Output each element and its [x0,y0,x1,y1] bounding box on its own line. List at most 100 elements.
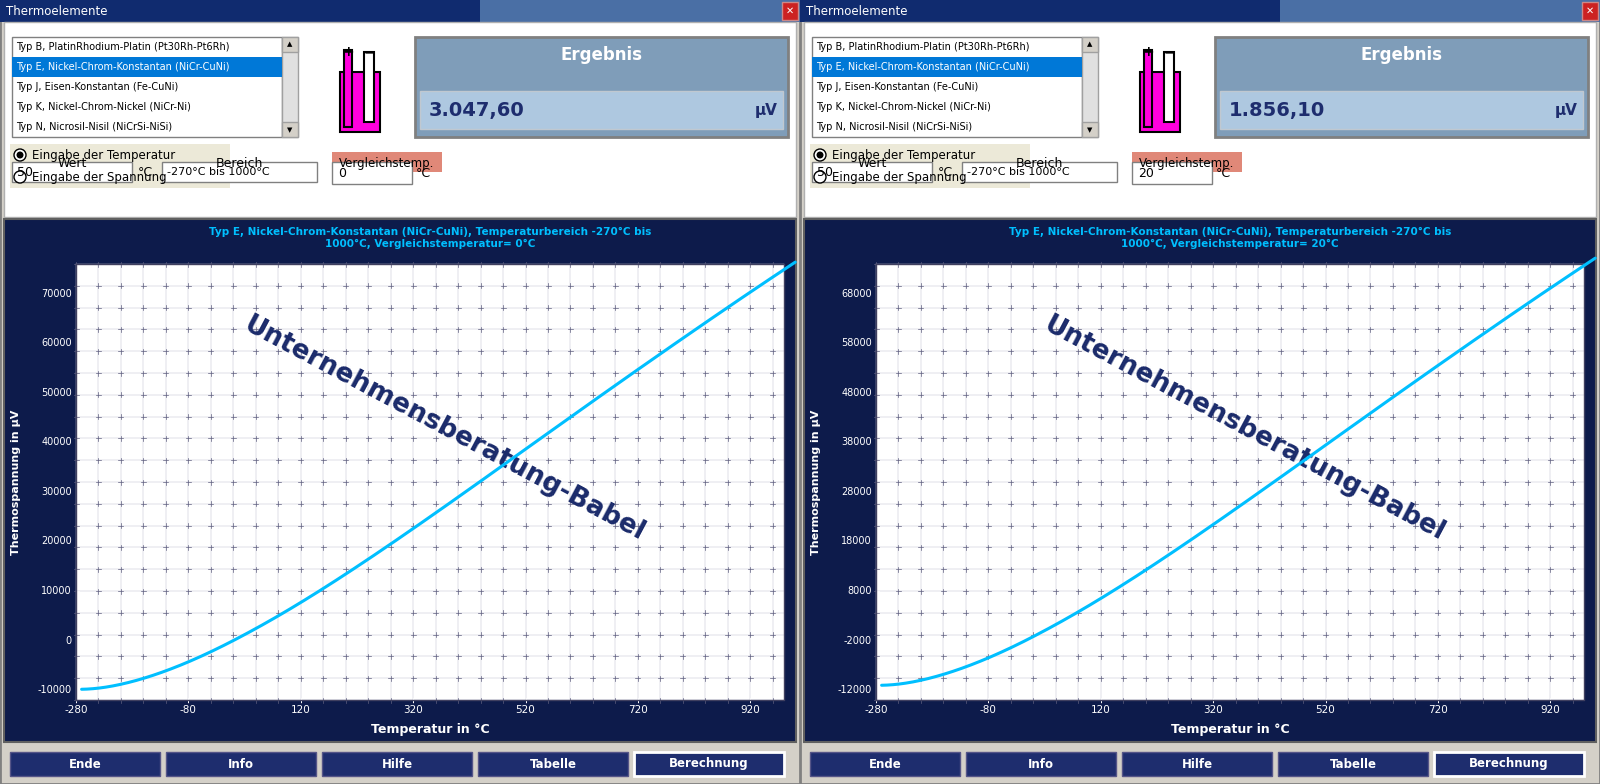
FancyBboxPatch shape [800,0,1600,784]
FancyBboxPatch shape [962,162,1117,182]
FancyBboxPatch shape [77,264,784,700]
FancyBboxPatch shape [813,37,1082,137]
Text: Ende: Ende [69,757,101,771]
Text: 120: 120 [1091,705,1110,715]
Text: Info: Info [1027,757,1054,771]
Text: Unternehmensberatung-Babel: Unternehmensberatung-Babel [240,313,650,547]
Text: 920: 920 [741,705,760,715]
Text: Eingabe der Spannung: Eingabe der Spannung [32,170,166,183]
Text: 3.047,60: 3.047,60 [429,100,525,119]
Text: Typ E, Nickel-Chrom-Konstantan (NiCr-CuNi), Temperaturbereich -270°C bis
1000°C,: Typ E, Nickel-Chrom-Konstantan (NiCr-CuN… [1010,227,1451,249]
Text: Thermospannung in µV: Thermospannung in µV [811,409,821,555]
FancyBboxPatch shape [10,166,230,188]
Text: 70000: 70000 [42,289,72,299]
Text: -80: -80 [979,705,997,715]
FancyBboxPatch shape [322,752,472,776]
Text: Typ E, Nickel-Chrom-Konstantan (NiCr-CuNi): Typ E, Nickel-Chrom-Konstantan (NiCr-CuN… [16,62,229,72]
Circle shape [16,151,24,158]
Text: Typ E, Nickel-Chrom-Konstantan (NiCr-CuNi), Temperaturbereich -270°C bis
1000°C,: Typ E, Nickel-Chrom-Konstantan (NiCr-CuN… [210,227,651,249]
Text: °C: °C [138,165,154,179]
Text: -80: -80 [179,705,197,715]
FancyBboxPatch shape [282,37,298,52]
Text: 520: 520 [515,705,536,715]
Text: ✕: ✕ [786,6,794,16]
FancyBboxPatch shape [1133,152,1242,172]
Text: 30000: 30000 [42,487,72,497]
Text: Eingabe der Spannung: Eingabe der Spannung [832,170,966,183]
Text: -10000: -10000 [38,685,72,695]
Text: 48000: 48000 [842,388,872,397]
FancyBboxPatch shape [13,37,282,137]
FancyBboxPatch shape [10,752,160,776]
Text: Hilfe: Hilfe [1181,757,1213,771]
Text: 120: 120 [291,705,310,715]
Text: Unternehmensberatung-Babel: Unternehmensberatung-Babel [1040,313,1450,547]
Text: 28000: 28000 [842,487,872,497]
Text: µV: µV [755,103,778,118]
Circle shape [14,149,26,161]
Text: Ergebnis: Ergebnis [560,46,643,64]
FancyBboxPatch shape [0,0,480,22]
FancyBboxPatch shape [414,37,787,137]
Text: Thermoelemente: Thermoelemente [806,5,907,17]
Text: Typ E, Nickel-Chrom-Konstantan (NiCr-CuNi): Typ E, Nickel-Chrom-Konstantan (NiCr-CuN… [816,62,1029,72]
FancyBboxPatch shape [1434,752,1584,776]
FancyBboxPatch shape [1122,752,1272,776]
FancyBboxPatch shape [813,162,931,182]
FancyBboxPatch shape [0,0,800,22]
Text: Hilfe: Hilfe [381,757,413,771]
Text: Berechnung: Berechnung [1469,757,1549,771]
Text: −: − [363,45,374,59]
FancyBboxPatch shape [1221,91,1582,129]
Text: Typ N, Nicrosil-Nisil (NiCrSi-NiSi): Typ N, Nicrosil-Nisil (NiCrSi-NiSi) [16,122,173,132]
FancyBboxPatch shape [1165,52,1174,122]
FancyBboxPatch shape [333,152,442,172]
FancyBboxPatch shape [800,0,1280,22]
Text: −: − [1163,45,1174,59]
FancyBboxPatch shape [365,52,374,122]
Text: ▼: ▼ [1088,127,1093,133]
Text: 0: 0 [66,636,72,645]
FancyBboxPatch shape [3,22,797,217]
FancyBboxPatch shape [166,752,317,776]
FancyBboxPatch shape [478,752,627,776]
Text: -270°C bis 1000°C: -270°C bis 1000°C [166,167,270,177]
Text: Typ B, PlatinRhodium-Platin (Pt30Rh-Pt6Rh): Typ B, PlatinRhodium-Platin (Pt30Rh-Pt6R… [816,42,1029,52]
Text: Thermoelemente: Thermoelemente [6,5,107,17]
FancyBboxPatch shape [800,0,1600,22]
Text: 720: 720 [1429,705,1448,715]
Circle shape [14,171,26,183]
FancyBboxPatch shape [805,219,1597,742]
Text: 920: 920 [1541,705,1560,715]
Text: 320: 320 [1203,705,1222,715]
FancyBboxPatch shape [877,264,1584,700]
FancyBboxPatch shape [333,162,413,184]
FancyBboxPatch shape [13,162,131,182]
Text: 20: 20 [1138,166,1154,180]
FancyBboxPatch shape [1082,122,1098,137]
Text: 58000: 58000 [842,338,872,348]
FancyBboxPatch shape [810,166,1030,188]
FancyBboxPatch shape [282,37,298,137]
Text: 50: 50 [818,165,834,179]
FancyBboxPatch shape [1082,37,1098,52]
Text: 18000: 18000 [842,536,872,546]
Text: Typ N, Nicrosil-Nisil (NiCrSi-NiSi): Typ N, Nicrosil-Nisil (NiCrSi-NiSi) [816,122,973,132]
Text: Temperatur in °C: Temperatur in °C [1171,723,1290,736]
Circle shape [814,171,826,183]
Text: Eingabe der Temperatur: Eingabe der Temperatur [32,148,176,162]
Text: 520: 520 [1315,705,1336,715]
Text: -2000: -2000 [843,636,872,645]
Text: 40000: 40000 [42,437,72,448]
Text: ▲: ▲ [1088,41,1093,47]
Text: 720: 720 [629,705,648,715]
Text: +: + [1142,45,1154,59]
FancyBboxPatch shape [0,0,800,784]
Text: Bereich: Bereich [216,157,262,169]
FancyBboxPatch shape [1139,72,1181,132]
Text: Tabelle: Tabelle [1330,757,1376,771]
FancyBboxPatch shape [344,50,352,127]
Text: Wert: Wert [858,157,886,169]
Text: -270°C bis 1000°C: -270°C bis 1000°C [966,167,1070,177]
FancyBboxPatch shape [339,72,381,132]
